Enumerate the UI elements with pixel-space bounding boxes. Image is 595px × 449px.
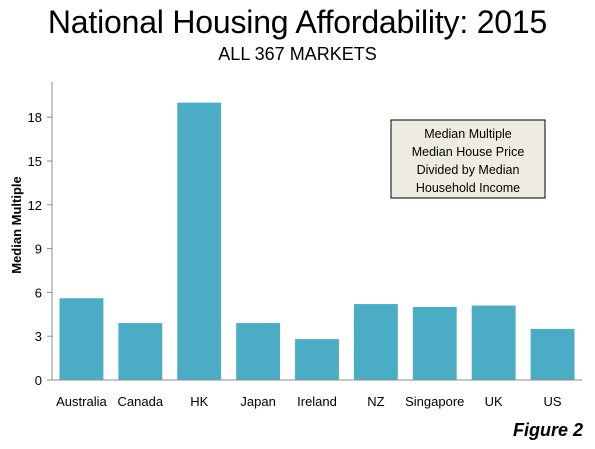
chart-subtitle: ALL 367 MARKETS [218,44,377,64]
x-tick-label: UK [485,394,503,409]
bar-canada [118,323,163,380]
y-tick-label: 15 [28,154,42,169]
annotation-line: Median Multiple [424,127,512,141]
annotation-line: Household Income [416,181,520,195]
bars [59,102,575,380]
x-tick-label: Ireland [297,394,337,409]
y-tick-label: 18 [28,110,42,125]
bar-ireland [295,339,339,380]
annotation-box: Median Multiple Median House Price Divided… [390,119,546,199]
x-tick-label: US [544,394,562,409]
figure-label: Figure 2 [512,420,583,440]
annotation-line: Divided by Median [417,163,520,177]
y-axis-label: Median Multiple [9,176,24,274]
bar-uk [471,305,516,380]
x-tick-label: HK [190,394,208,409]
x-tick-label: Singapore [405,394,464,409]
bar-singapore [412,307,457,380]
y-tick-label: 12 [28,198,42,213]
y-axis: 0 3 6 9 12 15 18 [28,82,53,388]
annotation-line: Median House Price [412,145,525,159]
y-tick-label: 0 [35,373,42,388]
x-axis: Australia Canada HK Japan Ireland NZ Singapore… [52,379,582,409]
x-tick-label: Australia [56,394,107,409]
annotation-background [390,119,546,199]
y-tick-label: 9 [35,242,42,257]
bar-japan [236,323,281,380]
bar-hk [177,102,222,380]
bar-us [530,328,575,380]
bar-australia [59,298,104,380]
bar-nz [353,304,398,380]
x-tick-label: NZ [367,394,384,409]
y-tick-label: 3 [35,329,42,344]
chart-title: National Housing Affordability: 2015 [47,4,548,40]
x-tick-label: Canada [118,394,164,409]
y-tick-label: 6 [35,285,42,300]
x-tick-label: Japan [240,394,275,409]
